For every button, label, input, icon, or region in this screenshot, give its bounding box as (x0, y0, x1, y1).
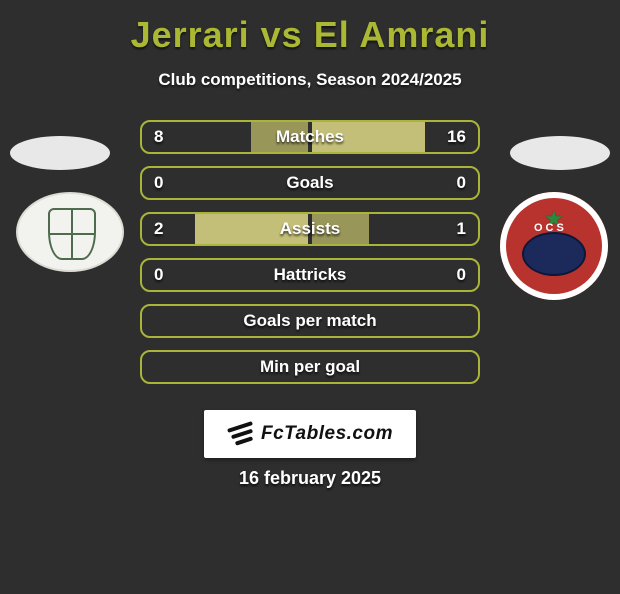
date-text: 16 february 2025 (0, 468, 620, 489)
subtitle: Club competitions, Season 2024/2025 (0, 70, 620, 90)
stat-value-left: 0 (154, 166, 163, 200)
stat-value-right: 1 (457, 212, 466, 246)
footer-brand-badge: FcTables.com (204, 410, 416, 458)
stat-row: Matches816 (0, 114, 620, 160)
footer-brand-text: FcTables.com (261, 423, 393, 445)
stat-bar (140, 166, 480, 200)
stat-bar (140, 304, 480, 338)
stat-value-right: 16 (447, 120, 466, 154)
stat-row: Goals per match (0, 298, 620, 344)
stat-row: Assists21 (0, 206, 620, 252)
stat-rows: Matches816Goals00Assists21Hattricks00Goa… (0, 114, 620, 390)
stat-bar-fill-right (312, 122, 425, 152)
stat-value-left: 0 (154, 258, 163, 292)
stat-row: Min per goal (0, 344, 620, 390)
page-title: Jerrari vs El Amrani (0, 14, 620, 56)
stat-bar (140, 258, 480, 292)
stat-row: Goals00 (0, 160, 620, 206)
stat-value-right: 0 (457, 258, 466, 292)
stat-bar-fill-left (251, 122, 308, 152)
brand-swish-icon (227, 423, 255, 445)
stat-row: Hattricks00 (0, 252, 620, 298)
stat-bar (140, 120, 480, 154)
stat-value-left: 2 (154, 212, 163, 246)
stat-bar-fill-left (195, 214, 308, 244)
stat-value-right: 0 (457, 166, 466, 200)
stat-bar (140, 212, 480, 246)
stat-value-left: 8 (154, 120, 163, 154)
stat-bar-fill-right (312, 214, 369, 244)
stat-bar (140, 350, 480, 384)
